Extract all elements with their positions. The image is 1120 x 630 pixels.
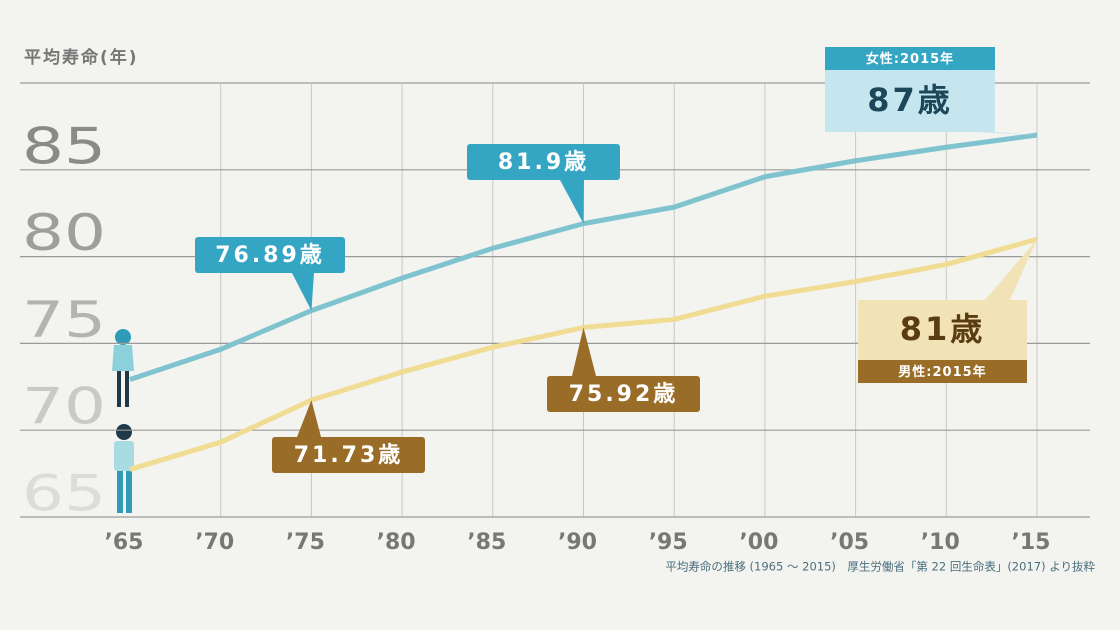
callout-pointer [560, 180, 584, 224]
callout-note: 男性:2015年 [898, 364, 986, 380]
x-tick-label: ’80 [377, 530, 416, 555]
x-tick-label: ’15 [1012, 530, 1051, 555]
x-tick-label: ’85 [467, 530, 506, 555]
y-tick-label: 65 [22, 465, 106, 523]
male-icon [114, 424, 134, 513]
x-tick-label: ’00 [739, 530, 778, 555]
x-tick-label: ’10 [921, 530, 960, 555]
callout-label: 75.92歳 [569, 382, 679, 407]
callout-note-box [858, 360, 1027, 383]
y-tick-label: 70 [22, 378, 106, 436]
y-tick-label: 85 [22, 117, 106, 175]
callout-box [272, 437, 425, 473]
x-tick-label: ’90 [558, 530, 597, 555]
x-tick-label: ’95 [649, 530, 688, 555]
x-tick-label: ’65 [105, 530, 144, 555]
x-tick-label: ’70 [195, 530, 234, 555]
callout: 81.9歳 [467, 144, 620, 224]
callout-label: 76.89歳 [215, 243, 325, 268]
callout-pointer [292, 273, 314, 311]
source-note: 平均寿命の推移 (1965 ～ 2015) 厚生労働省「第 22 回生命表」(2… [665, 560, 1095, 574]
x-tick-label: ’75 [286, 530, 325, 555]
y-axis-title: 平均寿命(年) [24, 47, 139, 68]
y-tick-label: 75 [22, 291, 106, 349]
callout-label: 81歳 [900, 310, 986, 348]
callout-pointer [975, 132, 1037, 136]
callout: 男性:2015年 81歳 [858, 239, 1037, 383]
callout-label: 71.73歳 [294, 443, 404, 468]
callout-box [547, 376, 700, 412]
callout: 女性:2015年 87歳 [825, 47, 1037, 136]
callout: 76.89歳 [195, 237, 345, 311]
callout-pointer [572, 327, 596, 376]
x-tick-label: ’05 [830, 530, 869, 555]
callout-box [467, 144, 620, 180]
callout-pointer [297, 400, 321, 437]
callout: 75.92歳 [547, 327, 700, 412]
callout-label: 87歳 [867, 81, 953, 119]
callout-note: 女性:2015年 [866, 51, 954, 67]
callout-note-box [825, 47, 995, 70]
callout-pointer [985, 239, 1037, 300]
female-icon [112, 329, 134, 407]
callout-label: 81.9歳 [498, 150, 589, 175]
y-tick-label: 80 [22, 204, 106, 262]
callout-box [195, 237, 345, 273]
callout: 71.73歳 [272, 400, 425, 473]
